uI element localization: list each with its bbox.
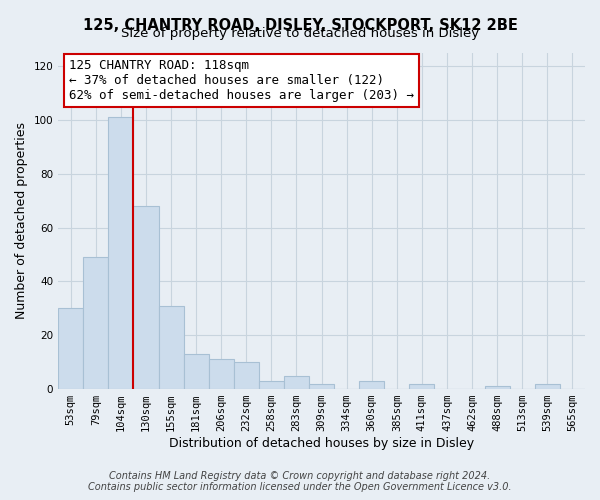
Bar <box>284 376 309 389</box>
Bar <box>535 384 560 389</box>
Bar <box>109 117 133 389</box>
Bar <box>58 308 83 389</box>
Bar <box>485 386 510 389</box>
Bar <box>158 306 184 389</box>
Text: Contains HM Land Registry data © Crown copyright and database right 2024.
Contai: Contains HM Land Registry data © Crown c… <box>88 471 512 492</box>
Bar <box>184 354 209 389</box>
Y-axis label: Number of detached properties: Number of detached properties <box>15 122 28 320</box>
Bar <box>259 381 284 389</box>
Bar <box>309 384 334 389</box>
Bar <box>209 360 234 389</box>
Text: 125 CHANTRY ROAD: 118sqm
← 37% of detached houses are smaller (122)
62% of semi-: 125 CHANTRY ROAD: 118sqm ← 37% of detach… <box>69 59 414 102</box>
Bar <box>234 362 259 389</box>
Bar <box>409 384 434 389</box>
Bar <box>133 206 158 389</box>
X-axis label: Distribution of detached houses by size in Disley: Distribution of detached houses by size … <box>169 437 474 450</box>
Bar <box>83 257 109 389</box>
Bar <box>359 381 385 389</box>
Text: 125, CHANTRY ROAD, DISLEY, STOCKPORT, SK12 2BE: 125, CHANTRY ROAD, DISLEY, STOCKPORT, SK… <box>83 18 517 32</box>
Text: Size of property relative to detached houses in Disley: Size of property relative to detached ho… <box>121 28 479 40</box>
